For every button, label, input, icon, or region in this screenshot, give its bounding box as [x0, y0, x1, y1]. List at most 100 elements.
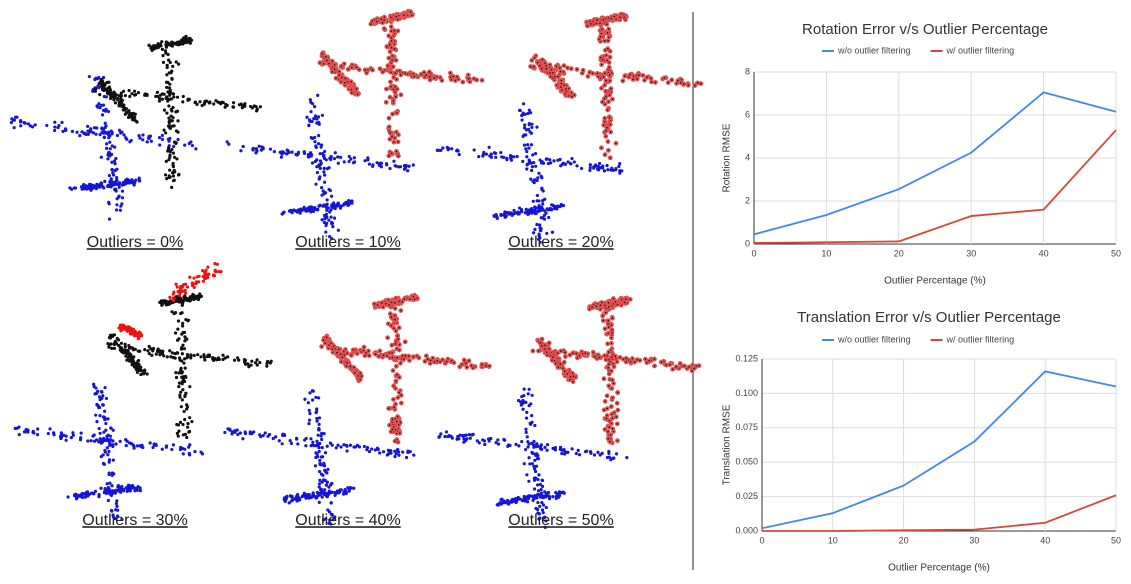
cloud-point: [155, 353, 158, 356]
cloud-point: [19, 120, 22, 123]
cloud-point: [349, 444, 352, 447]
cloud-point: [182, 410, 185, 413]
y-tick-label: 0.075: [735, 422, 758, 432]
cloud-point: [230, 432, 233, 435]
cloud-point: [317, 427, 320, 430]
cloud-point: [454, 79, 457, 82]
cloud-point: [395, 87, 398, 90]
cloud-point: [110, 334, 113, 337]
cloud-point: [130, 92, 133, 95]
cloud-point: [608, 56, 611, 59]
cloud-point: [385, 101, 388, 104]
cloud-point: [320, 186, 323, 189]
cloud-point: [323, 167, 326, 170]
cloud-point: [97, 102, 100, 105]
cloud-point: [593, 355, 596, 358]
cloud-point: [232, 106, 235, 109]
cloud-point: [107, 450, 110, 453]
cloud-point: [179, 421, 182, 424]
cloud-point: [425, 74, 428, 77]
cloud-point: [122, 133, 125, 136]
cloud-point: [548, 341, 551, 344]
cloud-point: [668, 363, 671, 366]
cloud-point: [154, 44, 157, 47]
cloud-point: [101, 80, 104, 83]
cloud-point: [383, 18, 386, 21]
cloud-point: [589, 452, 592, 455]
cloud-point: [320, 438, 323, 441]
cloud-point: [60, 121, 63, 124]
cloud-point: [540, 175, 543, 178]
cloud-point: [477, 155, 480, 158]
cloud-point: [122, 350, 125, 353]
cloud-point: [381, 70, 384, 73]
cloud-point: [610, 17, 613, 20]
cloud-point: [653, 357, 656, 360]
cloud-point: [161, 54, 164, 57]
cloud-point: [171, 116, 174, 119]
cloud-point: [141, 138, 144, 141]
y-tick-label: 0: [745, 238, 750, 248]
cloud-point: [181, 388, 184, 391]
cloud-point: [110, 347, 113, 350]
x-tick-label: 40: [1040, 535, 1050, 545]
cloud-point: [178, 294, 181, 297]
cloud-point: [112, 181, 115, 184]
cloud-point: [133, 181, 136, 184]
cloud-point: [108, 458, 111, 461]
cloud-point: [81, 186, 84, 189]
cloud-point: [184, 283, 187, 286]
cloud-point: [538, 64, 541, 67]
cloud-point: [473, 148, 476, 151]
cloud-point: [313, 105, 316, 108]
cloud-point: [199, 355, 202, 358]
cloud-point: [554, 362, 557, 365]
cloud-point: [541, 202, 544, 205]
cloud-point: [161, 448, 164, 451]
cloud-point: [208, 100, 211, 103]
line-series: [754, 130, 1116, 243]
cloud-point: [320, 218, 323, 221]
cloud-point: [597, 168, 600, 171]
cloud-point: [221, 354, 224, 357]
cloud-point: [541, 508, 544, 511]
cloud-point: [561, 204, 564, 207]
cloud-point: [120, 184, 123, 187]
y-tick-label: 0.125: [735, 353, 758, 363]
cloud-point: [283, 499, 286, 502]
cloud-point: [602, 377, 605, 380]
cloud-point: [650, 80, 653, 83]
cloud-point: [105, 492, 108, 495]
cloud-point: [111, 443, 114, 446]
cloud-point: [201, 269, 204, 272]
cloud-point: [172, 145, 175, 148]
cloud-point: [183, 357, 186, 360]
cloud-point: [148, 352, 151, 355]
cloud-point: [318, 416, 321, 419]
cloud-point: [45, 124, 48, 127]
cloud-point: [101, 403, 104, 406]
cloud-point: [591, 72, 594, 75]
cloud-point: [321, 205, 324, 208]
cloud-point: [318, 61, 321, 64]
cloud-point: [516, 155, 519, 158]
cloud-point: [538, 505, 541, 508]
cloud-point: [184, 39, 187, 42]
cloud-point: [556, 75, 559, 78]
cloud-point: [303, 398, 306, 401]
cloud-point: [165, 160, 168, 163]
cloud-point: [317, 142, 320, 145]
cloud-point: [176, 110, 179, 113]
x-tick-label: 30: [969, 535, 979, 545]
cloud-point: [617, 165, 620, 168]
cloud-point: [177, 423, 180, 426]
cloud-point: [168, 121, 171, 124]
cloud-point: [636, 77, 639, 80]
cloud-point: [318, 442, 321, 445]
cloud-point: [176, 285, 179, 288]
cloud-point: [480, 363, 483, 366]
cloud-point: [166, 81, 169, 84]
cloud-point: [392, 141, 395, 144]
cloud-point: [610, 336, 613, 339]
cloud-point: [607, 450, 610, 453]
